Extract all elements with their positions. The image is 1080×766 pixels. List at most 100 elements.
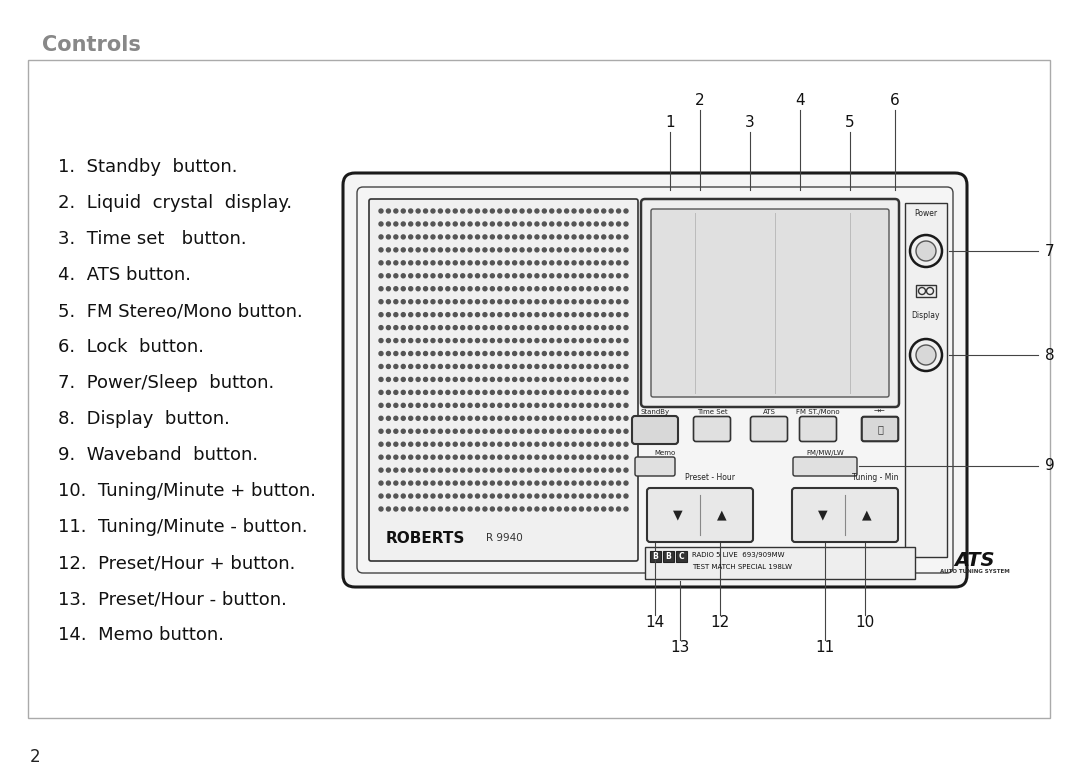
- Circle shape: [521, 261, 524, 265]
- Circle shape: [394, 507, 397, 511]
- Circle shape: [454, 300, 457, 303]
- Circle shape: [586, 404, 591, 408]
- Circle shape: [565, 391, 568, 394]
- Circle shape: [624, 300, 627, 303]
- Circle shape: [565, 235, 568, 239]
- Circle shape: [438, 429, 443, 434]
- Circle shape: [565, 365, 568, 368]
- Circle shape: [416, 429, 420, 434]
- Circle shape: [446, 339, 449, 342]
- Circle shape: [490, 248, 495, 252]
- Circle shape: [609, 326, 613, 329]
- Circle shape: [431, 481, 435, 485]
- Circle shape: [461, 494, 464, 498]
- Circle shape: [490, 365, 495, 368]
- Circle shape: [408, 416, 413, 421]
- Circle shape: [535, 365, 539, 368]
- Circle shape: [572, 235, 576, 239]
- Circle shape: [910, 235, 942, 267]
- Circle shape: [461, 507, 464, 511]
- Circle shape: [521, 507, 524, 511]
- Circle shape: [468, 313, 472, 316]
- Circle shape: [609, 209, 613, 213]
- Circle shape: [379, 468, 383, 472]
- Circle shape: [438, 365, 443, 368]
- Circle shape: [535, 326, 539, 329]
- Circle shape: [594, 313, 598, 316]
- Circle shape: [483, 429, 487, 434]
- Circle shape: [408, 286, 413, 291]
- Circle shape: [446, 391, 449, 394]
- Circle shape: [379, 365, 383, 368]
- Text: Controls: Controls: [42, 35, 140, 55]
- Circle shape: [505, 248, 509, 252]
- Text: ATS: ATS: [955, 551, 996, 570]
- Circle shape: [550, 429, 554, 434]
- Circle shape: [498, 429, 502, 434]
- Circle shape: [475, 481, 480, 485]
- Circle shape: [431, 273, 435, 278]
- Circle shape: [402, 273, 405, 278]
- Circle shape: [416, 416, 420, 421]
- FancyBboxPatch shape: [792, 488, 897, 542]
- Circle shape: [586, 365, 591, 368]
- Circle shape: [594, 404, 598, 408]
- Circle shape: [535, 352, 539, 355]
- Circle shape: [408, 365, 413, 368]
- Circle shape: [490, 313, 495, 316]
- Circle shape: [490, 300, 495, 303]
- Text: 11: 11: [815, 640, 835, 655]
- Circle shape: [609, 416, 613, 421]
- Circle shape: [617, 235, 621, 239]
- Circle shape: [483, 507, 487, 511]
- Circle shape: [527, 313, 531, 316]
- Circle shape: [475, 416, 480, 421]
- Text: FM ST./Mono: FM ST./Mono: [796, 409, 840, 415]
- Circle shape: [387, 455, 391, 459]
- Circle shape: [402, 209, 405, 213]
- Circle shape: [542, 209, 546, 213]
- Circle shape: [624, 235, 627, 239]
- Circle shape: [431, 442, 435, 447]
- Circle shape: [602, 429, 606, 434]
- Circle shape: [431, 416, 435, 421]
- Circle shape: [446, 235, 449, 239]
- Text: AUTO TUNING SYSTEM: AUTO TUNING SYSTEM: [940, 569, 1010, 574]
- Circle shape: [387, 507, 391, 511]
- Circle shape: [527, 455, 531, 459]
- Circle shape: [557, 404, 562, 408]
- Circle shape: [624, 378, 627, 381]
- Circle shape: [565, 404, 568, 408]
- Circle shape: [617, 365, 621, 368]
- Circle shape: [586, 429, 591, 434]
- Text: 13.  Preset/Hour - button.: 13. Preset/Hour - button.: [58, 590, 287, 608]
- Circle shape: [446, 365, 449, 368]
- Circle shape: [394, 442, 397, 447]
- Circle shape: [461, 326, 464, 329]
- Circle shape: [475, 209, 480, 213]
- Circle shape: [557, 273, 562, 278]
- Circle shape: [602, 468, 606, 472]
- Circle shape: [431, 494, 435, 498]
- Circle shape: [490, 455, 495, 459]
- Text: ▼: ▼: [819, 509, 827, 522]
- Circle shape: [423, 494, 428, 498]
- Circle shape: [402, 286, 405, 291]
- FancyBboxPatch shape: [28, 60, 1050, 718]
- Circle shape: [535, 222, 539, 226]
- Circle shape: [387, 300, 391, 303]
- Circle shape: [535, 494, 539, 498]
- Circle shape: [572, 222, 576, 226]
- Circle shape: [565, 442, 568, 447]
- Circle shape: [394, 455, 397, 459]
- Circle shape: [521, 404, 524, 408]
- Circle shape: [490, 222, 495, 226]
- Circle shape: [572, 416, 576, 421]
- Circle shape: [586, 300, 591, 303]
- Circle shape: [565, 378, 568, 381]
- Circle shape: [617, 507, 621, 511]
- Circle shape: [527, 352, 531, 355]
- Circle shape: [483, 455, 487, 459]
- Circle shape: [468, 286, 472, 291]
- Circle shape: [498, 365, 502, 368]
